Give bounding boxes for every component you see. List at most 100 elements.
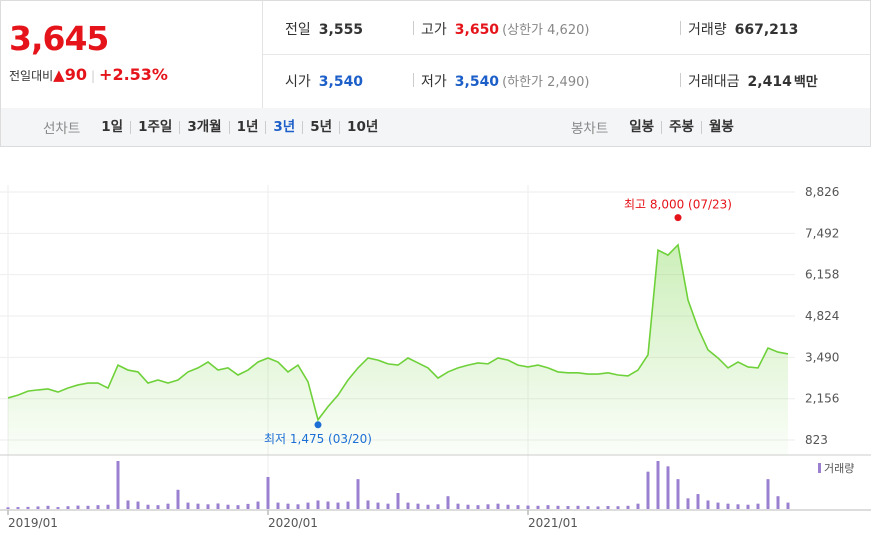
volume-bar <box>706 500 710 509</box>
stat-note: (하한가 2,490) <box>502 75 590 90</box>
volume-bar <box>536 505 540 509</box>
volume-bar <box>526 505 530 509</box>
tab[interactable]: 주봉 <box>661 120 701 134</box>
volume-bar <box>776 496 780 509</box>
volume-bar <box>286 503 290 509</box>
volume-bar <box>556 505 560 509</box>
y-tick-label: 6,158 <box>805 268 839 282</box>
stat-value: 3,650 <box>454 22 500 38</box>
volume-bar <box>446 496 450 509</box>
volume-bar <box>166 503 170 509</box>
stat-item: 저가 3,540 (하한가 2,490) <box>412 71 590 91</box>
tab-group: 선차트 1일 1주일 3개월 1년 3년 5년 10년 <box>43 108 385 146</box>
x-tick-label: 2021/01 <box>528 516 578 530</box>
tab[interactable]: 5년 <box>302 120 339 134</box>
volume-bar <box>726 503 730 509</box>
extreme-label: 최고 8,000 (07/23) <box>624 198 732 212</box>
separator: | <box>90 69 96 83</box>
volume-bar <box>46 505 50 509</box>
volume-bar <box>96 505 100 509</box>
volume-bar <box>626 505 630 509</box>
volume-bar <box>426 504 430 509</box>
stat-note: (상한가 4,620) <box>502 23 590 38</box>
volume-bar <box>136 501 140 509</box>
tab[interactable]: 월봉 <box>700 120 741 134</box>
y-tick-label: 8,826 <box>805 185 839 199</box>
tab-group-label: 봉차트 <box>571 121 609 137</box>
volume-bar <box>696 494 700 509</box>
tab[interactable]: 1년 <box>228 120 266 134</box>
volume-bar <box>216 503 220 509</box>
volume-bar <box>436 504 440 509</box>
tab[interactable]: 10년 <box>339 120 385 134</box>
volume-bar <box>376 502 380 509</box>
volume-bar <box>476 505 480 509</box>
current-price: 3,645 <box>9 19 109 58</box>
volume-bar <box>156 505 160 509</box>
volume-bar <box>176 489 180 509</box>
volume-bar <box>126 500 130 509</box>
x-tick-label: 2020/01 <box>268 516 318 530</box>
volume-bar <box>586 506 590 509</box>
stat-item: 거래대금 2,414 백만 <box>680 71 818 91</box>
stat-label: 거래량 <box>688 22 727 38</box>
volume-bar <box>6 507 10 509</box>
stat-label: 시가 <box>285 74 311 90</box>
volume-bar <box>686 498 690 509</box>
tab[interactable]: 3개월 <box>179 120 228 134</box>
volume-bar <box>506 504 510 509</box>
volume-bar <box>36 506 40 509</box>
extreme-marker <box>674 214 682 222</box>
legend-swatch <box>818 463 821 473</box>
stat-label: 저가 <box>421 74 447 90</box>
stat-item: 시가 3,540 <box>285 71 363 91</box>
extreme-label: 최저 1,475 (03/20) <box>264 432 372 446</box>
change-percent: +2.53% <box>99 65 168 84</box>
volume-bar <box>246 503 250 509</box>
volume-bar <box>756 503 760 509</box>
volume-bar <box>566 506 570 509</box>
extreme-marker <box>314 421 322 429</box>
tab[interactable]: 1일 <box>101 118 124 135</box>
volume-bar <box>146 504 150 509</box>
y-tick-label: 823 <box>805 433 828 447</box>
volume-bar <box>386 503 390 509</box>
tab[interactable]: 3년 <box>265 120 302 134</box>
y-tick-label: 2,156 <box>805 392 839 406</box>
quote-panel: 3,645 전일대비▲90 | +2.53% <box>1 1 263 108</box>
tab[interactable]: 일봉 <box>629 118 655 135</box>
price-area <box>8 244 788 455</box>
volume-bar <box>396 493 400 509</box>
volume-bar <box>356 479 360 509</box>
volume-bar <box>736 504 740 509</box>
volume-bar <box>266 477 270 509</box>
volume-bar <box>666 466 670 509</box>
tab[interactable]: 1주일 <box>130 120 179 134</box>
volume-bar <box>16 507 20 509</box>
stat-value: 3,540 <box>454 74 500 90</box>
volume-bar <box>346 501 350 509</box>
stat-label: 고가 <box>421 22 447 38</box>
volume-bar <box>766 479 770 509</box>
y-tick-label: 3,490 <box>805 350 839 364</box>
volume-bar <box>546 505 550 509</box>
legend-label: 거래량 <box>824 462 854 475</box>
volume-bar <box>326 501 330 509</box>
stat-value: 3,555 <box>318 22 364 38</box>
x-tick-label: 2019/01 <box>8 516 58 530</box>
volume-bar <box>66 506 70 509</box>
tab-group-label: 선차트 <box>43 121 81 137</box>
volume-bar <box>76 505 80 509</box>
stat-unit: 백만 <box>793 75 818 90</box>
stat-value: 3,540 <box>318 74 364 90</box>
volume-bar <box>296 504 300 509</box>
stats-panel: 전일 3,555 고가 3,650 (상한가 4,620) 거래량 667,213 시가 3,5… <box>263 1 870 108</box>
volume-bar <box>576 505 580 509</box>
volume-bar <box>306 502 310 509</box>
volume-bar <box>196 503 200 509</box>
volume-bar <box>646 471 650 509</box>
change-amount: 90 <box>64 65 87 84</box>
price-line <box>7 243 789 422</box>
volume-bar <box>486 504 490 509</box>
